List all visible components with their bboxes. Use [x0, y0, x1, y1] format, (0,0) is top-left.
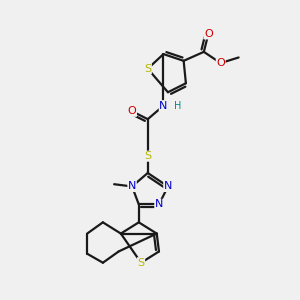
Text: H: H [174, 101, 182, 111]
Text: N: N [155, 200, 163, 209]
Text: N: N [164, 182, 172, 191]
Text: S: S [144, 64, 151, 74]
Text: O: O [128, 106, 136, 116]
Text: O: O [216, 58, 225, 68]
Text: N: N [159, 101, 168, 111]
Text: S: S [144, 151, 151, 161]
Text: N: N [128, 182, 136, 191]
Text: O: O [204, 29, 213, 39]
Text: S: S [137, 258, 145, 268]
